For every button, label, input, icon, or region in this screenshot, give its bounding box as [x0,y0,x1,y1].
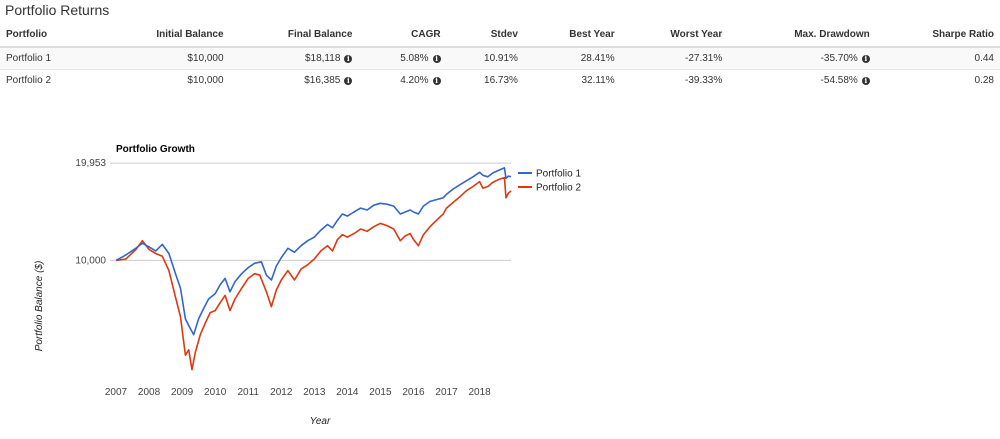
chart-legend: Portfolio 1 Portfolio 2 [518,169,581,194]
cell-value: -54.58% [820,75,858,86]
table-header-row: Portfolio Initial Balance Final Balance … [0,24,1000,48]
x-tick-label: 2015 [369,387,392,398]
header-final-balance: Final Balance [229,24,359,48]
x-tick-label: 2010 [204,387,227,398]
cell-best-year: 28.41% [523,46,621,70]
header-initial-balance: Initial Balance [96,24,230,48]
cell-cagr: 5.08% i [358,46,447,70]
cell-worst-year: -39.33% [620,69,729,91]
y-axis-label: Portfolio Balance ($) [34,261,45,352]
cell-value: 5.08% [400,53,429,64]
x-tick-label: 2012 [270,387,293,398]
y-axis-ticks: 10,000 19,953 [75,158,106,266]
cell-worst-year: -27.31% [620,46,729,70]
cell-sharpe-ratio: 0.28 [875,69,1000,91]
header-stdev: Stdev [446,24,524,48]
info-circle-icon[interactable]: i [432,55,441,63]
chart-series [115,167,512,371]
header-max-drawdown: Max. Drawdown [728,24,876,48]
x-tick-label: 2014 [336,387,359,398]
x-tick-label: 2018 [468,387,491,398]
info-circle-icon[interactable]: i [861,77,870,85]
info-circle-icon[interactable]: i [861,55,870,63]
header-cagr: CAGR [358,24,447,48]
legend-label: Portfolio 1 [536,169,581,180]
cell-portfolio: Portfolio 1 [0,46,97,70]
chart-grid [110,162,511,261]
cell-value: 4.20% [400,75,429,86]
chart-title: Portfolio Growth [116,144,195,155]
info-circle-icon[interactable]: i [344,77,353,85]
table-row: Portfolio 2 $10,000 $16,385 i 4.20% i 16.7… [0,69,1000,91]
cell-sharpe-ratio: 0.44 [875,46,1000,70]
cell-max-drawdown: -35.70% i [728,46,876,70]
header-sharpe-ratio: Sharpe Ratio [875,24,1000,48]
y-tick-label: 10,000 [75,255,106,266]
cell-best-year: 32.11% [523,69,621,91]
x-tick-label: 2016 [402,387,425,398]
x-tick-label: 2013 [303,387,326,398]
cell-value: $16,385 [304,75,341,86]
legend-label: Portfolio 2 [536,183,581,194]
table-row: Portfolio 1 $10,000 $18,118 i 5.08% i 10.9… [0,46,1000,70]
header-worst-year: Worst Year [620,24,729,48]
cell-initial-balance: $10,000 [96,69,230,91]
series-line [115,176,512,371]
cell-value: $18,118 [304,53,341,64]
header-portfolio: Portfolio [0,24,97,48]
x-tick-label: 2009 [171,387,194,398]
cell-portfolio: Portfolio 2 [0,69,97,91]
cell-value: -35.70% [820,53,858,64]
returns-table: Portfolio Initial Balance Final Balance … [0,24,1000,91]
y-tick-label: 19,953 [75,158,106,169]
cell-initial-balance: $10,000 [96,46,230,70]
cell-final-balance: $18,118 i [229,46,359,70]
x-tick-label: 2008 [138,387,161,398]
cell-final-balance: $16,385 i [229,69,359,91]
cell-stdev: 16.73% [446,69,524,91]
cell-max-drawdown: -54.58% i [728,69,876,91]
x-tick-label: 2017 [435,387,458,398]
page-title: Portfolio Returns [5,2,110,18]
x-axis-label: Year [310,416,331,427]
series-line [115,167,512,336]
x-tick-label: 2011 [237,387,259,398]
cell-cagr: 4.20% i [358,69,447,91]
info-circle-icon[interactable]: i [432,77,441,85]
x-tick-label: 2007 [105,387,128,398]
portfolio-growth-chart: Portfolio Growth 10,000 19,953 2007 2008 20… [0,130,1000,434]
info-circle-icon[interactable]: i [344,55,353,63]
cell-stdev: 10.91% [446,46,524,70]
header-best-year: Best Year [523,24,621,48]
x-axis-ticks: 2007 2008 2009 2010 2011 2012 2013 2014 2015 2016… [105,387,491,398]
